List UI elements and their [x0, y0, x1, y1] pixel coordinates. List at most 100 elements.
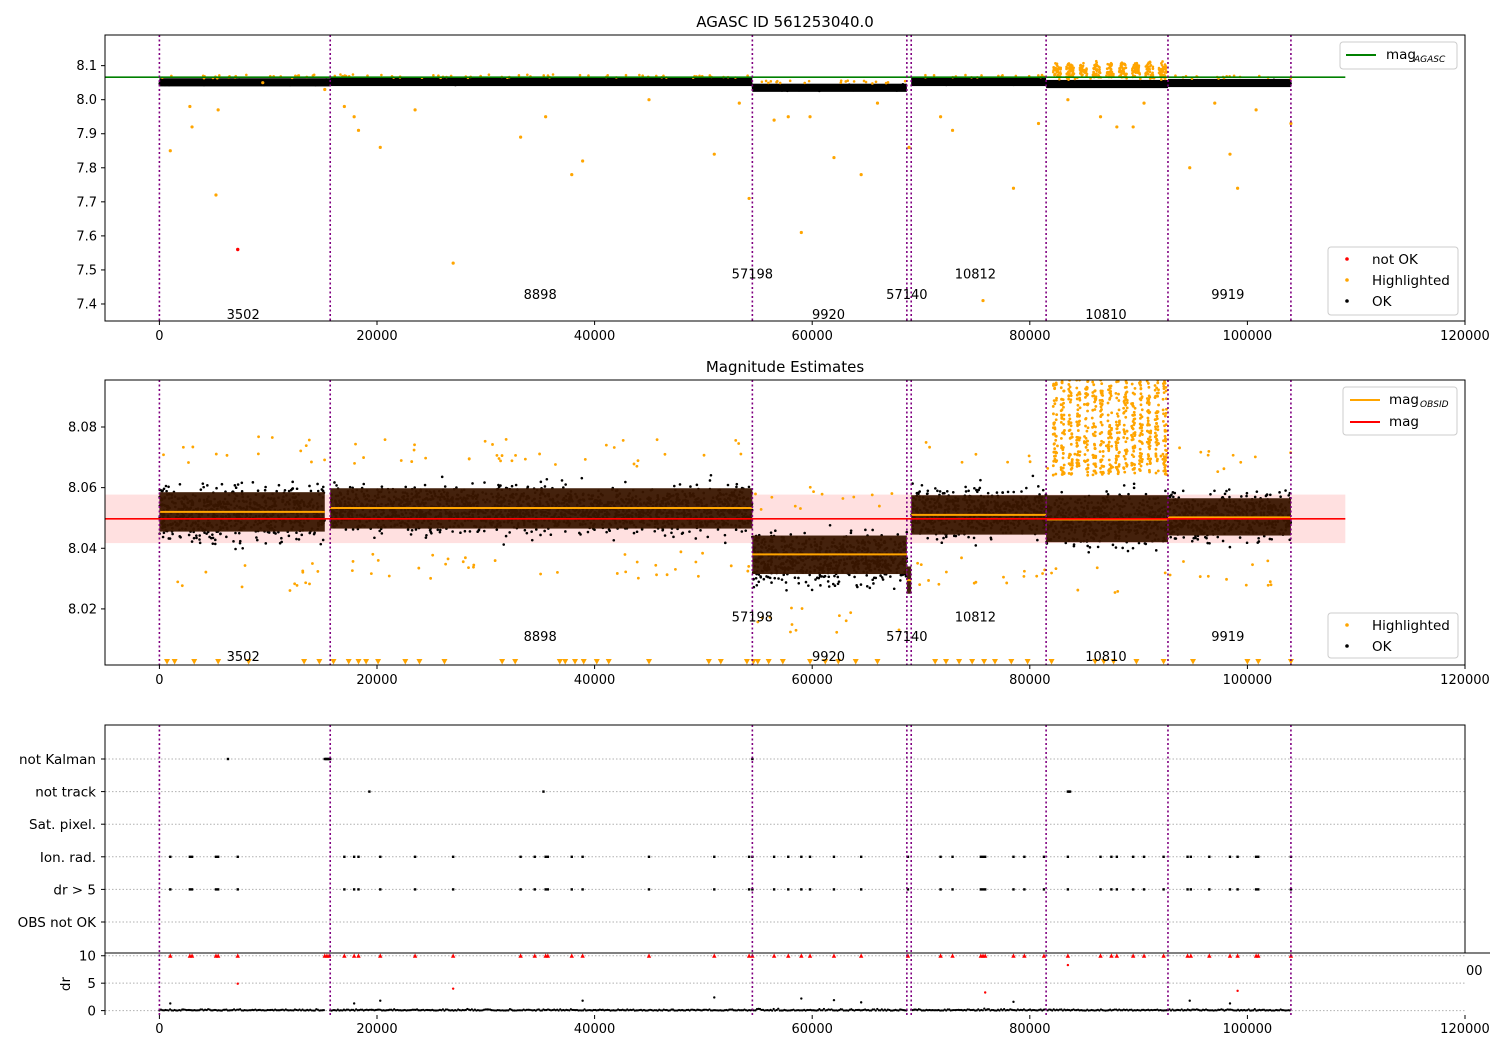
ok-point	[319, 542, 323, 546]
highlighted-point	[526, 73, 529, 77]
ok-point	[233, 484, 237, 487]
ok-point	[428, 528, 432, 532]
chart-title-1: AGASC ID 561253040.0	[696, 13, 874, 31]
highlighted-point	[1095, 61, 1098, 64]
highlighted-point	[1092, 66, 1095, 70]
highlighted-point	[517, 74, 521, 77]
ok-point	[661, 529, 664, 532]
ok-point	[678, 483, 682, 486]
ok-point-band	[330, 77, 753, 87]
legend-label-mag: mag	[1386, 47, 1416, 63]
ok-point	[308, 484, 311, 488]
highlighted-point	[808, 115, 812, 119]
highlighted-point	[1136, 64, 1139, 68]
highlighted-point	[776, 79, 779, 83]
ok-point	[468, 530, 472, 533]
highlighted-point	[807, 79, 811, 83]
ok-point	[198, 538, 201, 541]
ok-point	[236, 483, 240, 486]
highlighted-point	[1163, 63, 1167, 66]
highlighted-point	[180, 584, 184, 588]
ok-point	[495, 528, 499, 531]
highlighted-point	[542, 74, 546, 77]
highlighted-point	[1157, 66, 1161, 70]
highlighted-point	[1078, 66, 1082, 70]
highlighted-point	[1082, 61, 1085, 65]
highlighted-point	[1098, 70, 1101, 73]
highlighted-point	[1159, 67, 1163, 71]
ok-point	[504, 534, 508, 538]
highlighted-point	[1137, 68, 1140, 72]
highlighted-point	[778, 81, 782, 85]
highlighted-point	[907, 145, 911, 149]
highlighted-point	[1057, 67, 1061, 71]
highlighted-point	[1119, 73, 1123, 77]
highlighted-point	[570, 172, 574, 177]
highlighted-point	[1097, 73, 1100, 77]
ok-point	[316, 489, 320, 493]
ok-point	[203, 531, 206, 534]
highlighted-point	[874, 80, 878, 84]
highlighted-point	[769, 80, 773, 83]
ok-point	[483, 481, 486, 484]
highlighted-point	[1145, 71, 1148, 74]
highlighted-point	[270, 436, 274, 439]
ok-point	[409, 533, 413, 536]
highlighted-point	[1098, 65, 1101, 69]
ok-point	[199, 488, 203, 491]
highlighted-point	[519, 135, 523, 139]
ok-point	[195, 534, 198, 537]
highlighted-point	[1081, 65, 1085, 68]
ok-point	[280, 540, 283, 544]
ok-point	[165, 489, 168, 493]
ok-point	[362, 482, 366, 486]
highlighted-point	[432, 74, 435, 77]
highlighted-point	[578, 73, 582, 77]
ok-point	[747, 485, 751, 489]
ok-point	[510, 484, 514, 488]
ok-point	[744, 529, 748, 532]
highlighted-point	[1079, 64, 1082, 67]
highlighted-point	[1110, 74, 1114, 77]
highlighted-point	[1145, 67, 1149, 71]
highlighted-point	[1131, 69, 1134, 72]
ok-point	[672, 535, 675, 539]
ok-point	[471, 482, 474, 485]
ok-point	[297, 538, 301, 541]
highlighted-point	[764, 79, 768, 83]
highlighted-point	[1159, 78, 1163, 81]
ok-point	[709, 473, 713, 477]
highlighted-point	[1071, 74, 1075, 77]
ok-point	[348, 485, 352, 489]
highlighted-point	[760, 80, 764, 84]
ok-point	[291, 487, 295, 490]
obsid-label: 10810	[1085, 308, 1126, 323]
highlighted-point	[1083, 70, 1087, 74]
highlighted-point	[1228, 152, 1232, 156]
highlighted-point	[256, 452, 260, 456]
highlighted-point	[310, 460, 313, 464]
ok-point	[295, 537, 298, 541]
ok-point	[321, 538, 325, 542]
highlighted-point	[413, 108, 417, 112]
ok-point	[413, 486, 416, 489]
highlighted-point	[1095, 68, 1099, 71]
highlighted-point	[1144, 73, 1147, 77]
highlighted-point	[746, 74, 749, 77]
highlighted-point	[1109, 70, 1112, 74]
ok-point	[264, 485, 267, 489]
highlighted-point	[1163, 74, 1166, 77]
highlighted-point	[311, 562, 314, 565]
y-tick-label: 8.1	[76, 59, 97, 74]
highlighted-point	[641, 74, 644, 77]
highlighted-point	[1068, 66, 1071, 70]
obsid-label: 9920	[812, 308, 845, 323]
highlighted-point	[378, 145, 382, 149]
highlighted-point	[1066, 63, 1070, 67]
ok-point	[313, 531, 316, 535]
ok-point	[162, 487, 166, 491]
highlighted-point	[903, 79, 907, 83]
ok-point	[530, 530, 533, 533]
highlighted-point	[1055, 71, 1059, 74]
ok-point	[211, 542, 215, 545]
